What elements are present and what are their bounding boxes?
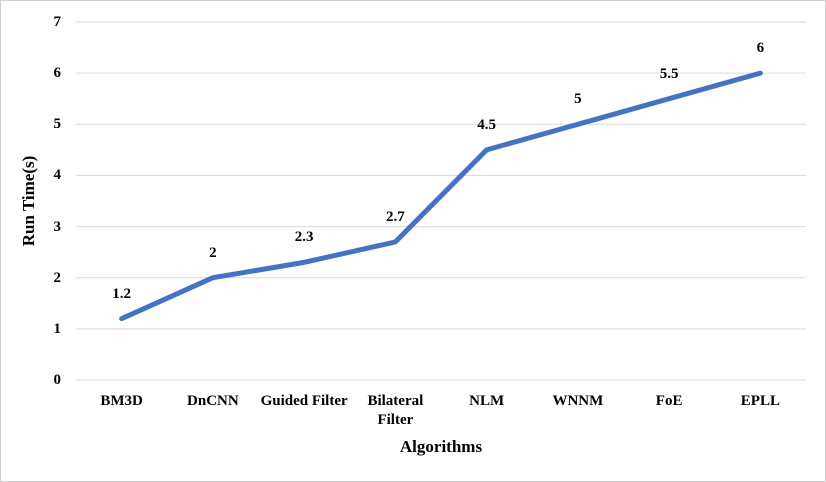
y-tick-label: 3 [53, 218, 62, 235]
x-axis-title: Algorithms [399, 437, 483, 456]
data-label: 4.5 [477, 116, 496, 133]
y-axis-title: Run Time(s) [19, 155, 38, 247]
y-tick-label: 4 [53, 167, 62, 184]
x-category-label: Bilateral Filter [367, 393, 424, 428]
x-category-label: DnCNN [187, 393, 239, 409]
x-category-label: FoE [655, 393, 683, 409]
data-label: 1.2 [112, 285, 131, 302]
data-label: 6 [756, 40, 765, 57]
x-category-label: WNNM [552, 393, 604, 409]
series-line [119, 70, 763, 322]
data-label: 2.7 [386, 208, 405, 225]
y-tick-label: 5 [53, 116, 62, 133]
x-category-label: EPLL [740, 393, 780, 409]
data-label: 2 [209, 244, 217, 261]
x-category-label: NLM [469, 393, 505, 409]
y-tick-label: 7 [53, 14, 62, 30]
y-tick-label: 2 [53, 269, 62, 286]
data-label: 5.5 [659, 65, 679, 82]
y-tick-label: 6 [53, 65, 62, 82]
x-category-label: BM3D [100, 393, 143, 409]
y-tick-label: 0 [53, 372, 62, 388]
y-tick-label: 1 [53, 320, 62, 337]
data-label: 2.3 [294, 229, 314, 246]
data-label: 5 [574, 91, 582, 108]
x-category-label: Guided Filter [260, 393, 348, 409]
